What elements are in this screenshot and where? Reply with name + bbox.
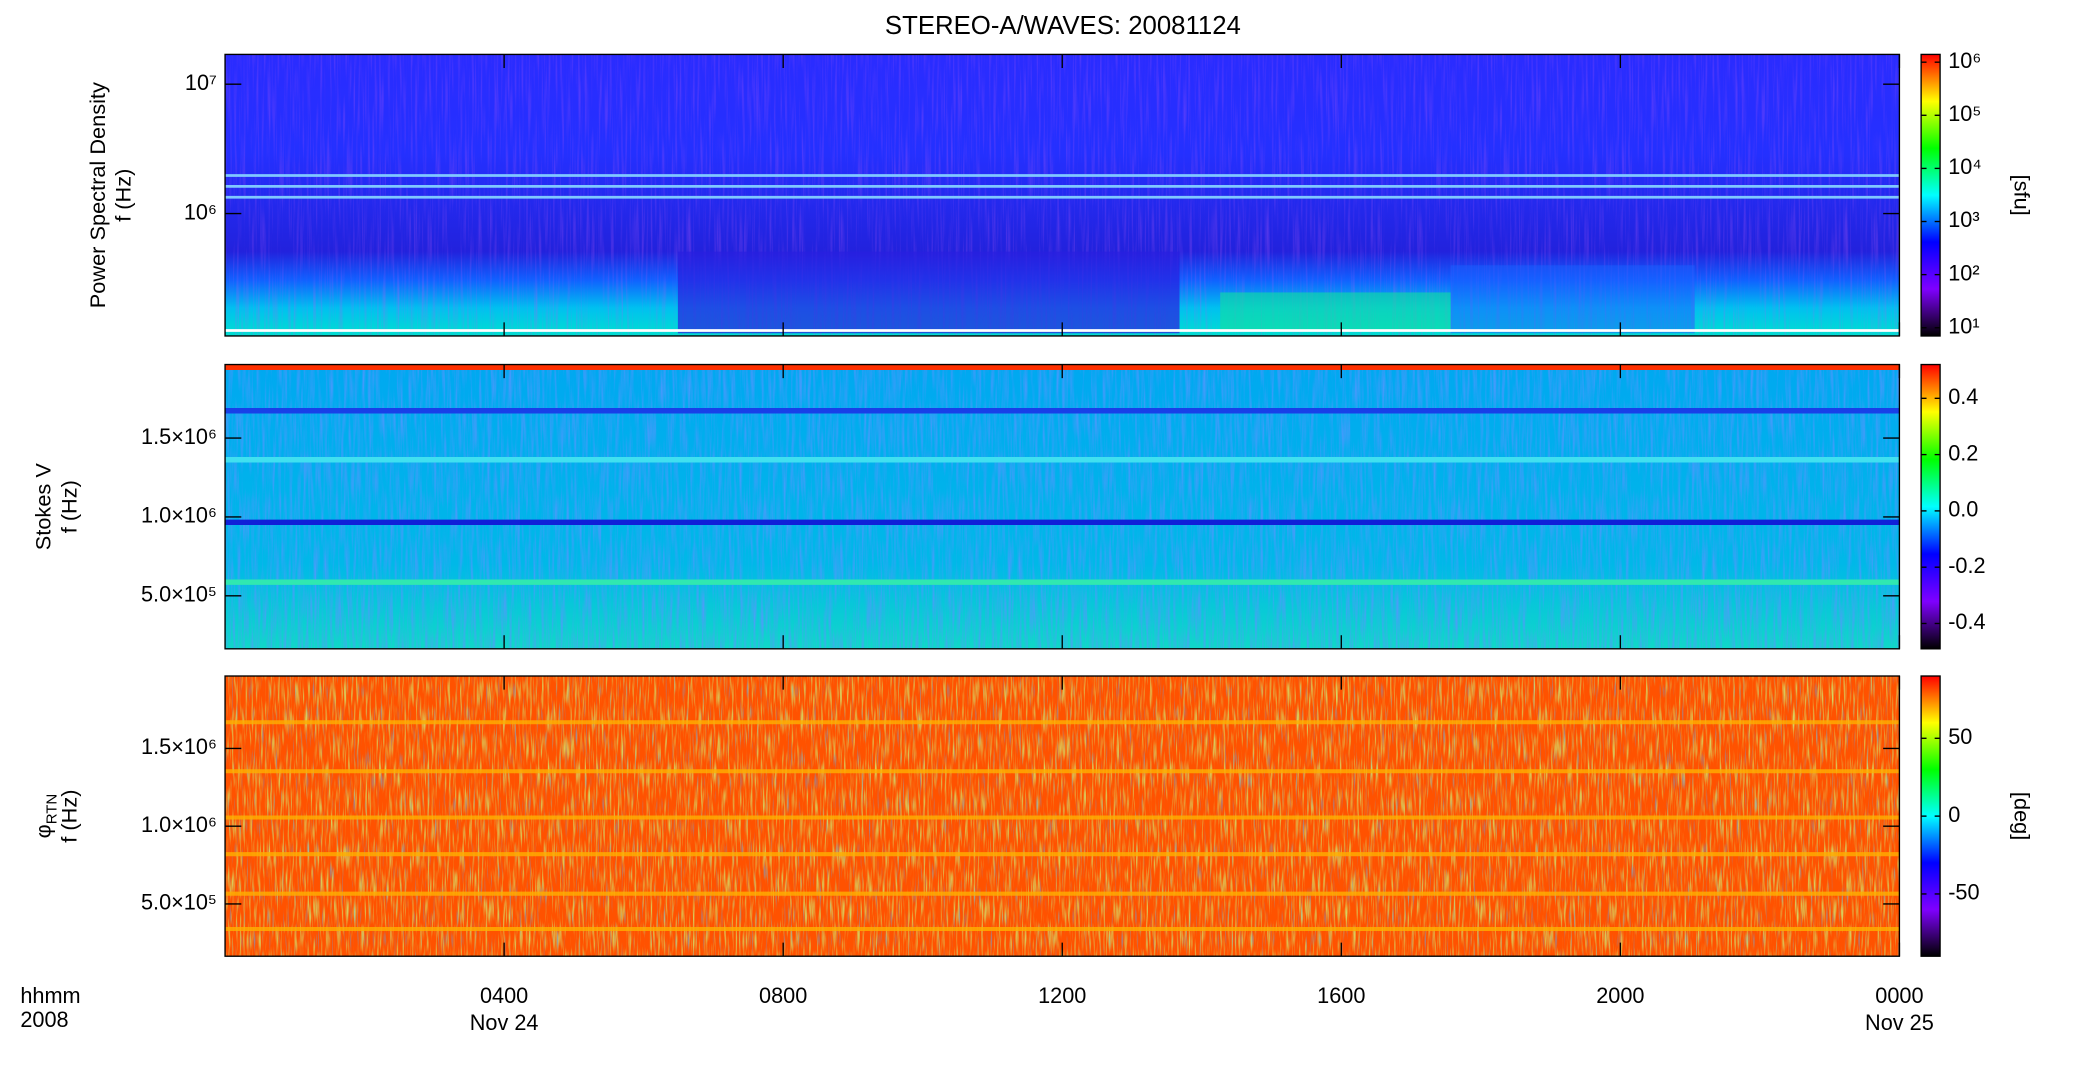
colorbar-tick-label: 10¹ bbox=[1948, 313, 1979, 338]
colorbar bbox=[1920, 53, 1941, 337]
heatmap-1 bbox=[225, 54, 1900, 336]
y-tick-label: 1.5×10⁶ bbox=[141, 424, 217, 449]
y-axis-label: Power Spectral Density bbox=[85, 82, 110, 308]
x-tick-label: 0000 bbox=[1875, 983, 1923, 1008]
x-axis-label: 2008 bbox=[20, 1007, 68, 1032]
colorbar-tick-label: 50 bbox=[1948, 724, 1972, 749]
y-tick-label: 1.5×10⁶ bbox=[141, 734, 217, 759]
heatmap-region bbox=[1220, 292, 1451, 331]
heatmap-region bbox=[677, 251, 1180, 334]
y-axis-label: f (Hz) bbox=[110, 169, 135, 222]
y-tick-label: 5.0×10⁵ bbox=[141, 582, 217, 607]
y-axis-label-text: φ bbox=[30, 824, 55, 838]
colorbar-tick-label: 10³ bbox=[1948, 207, 1979, 232]
y-tick-label: 5.0×10⁵ bbox=[141, 890, 217, 915]
x-tick-label: 2000 bbox=[1596, 983, 1644, 1008]
x-tick-label: 1600 bbox=[1317, 983, 1365, 1008]
colorbar bbox=[1920, 363, 1941, 650]
colorbar-tick-label: 10⁵ bbox=[1948, 101, 1981, 126]
colorbar-tick-label: 10² bbox=[1948, 260, 1979, 285]
colorbar-tick-label: 10⁶ bbox=[1948, 48, 1981, 73]
x-axis-label: hhmm bbox=[20, 983, 80, 1008]
y-tick-label: 1.0×10⁶ bbox=[141, 503, 217, 528]
y-axis-label-text: f (Hz) bbox=[56, 790, 81, 843]
colorbar-tick-label: -0.2 bbox=[1948, 553, 1985, 578]
y-axis-label-subscript: RTN bbox=[44, 794, 61, 824]
y-axis-label: Stokes V bbox=[30, 463, 55, 551]
y-axis-label: f (Hz) bbox=[56, 480, 81, 533]
x-tick-label: 0800 bbox=[759, 983, 807, 1008]
y-axis-label-text: Stokes V bbox=[30, 463, 55, 551]
stripes bbox=[225, 408, 1900, 585]
y-tick-label: 10⁶ bbox=[184, 199, 217, 224]
x-tick-date: Nov 24 bbox=[470, 1010, 539, 1035]
heatmap-region bbox=[1450, 265, 1695, 334]
heatmap-3 bbox=[225, 676, 1900, 957]
y-axis-label-text: f (Hz) bbox=[56, 480, 81, 533]
colorbar-tick-label: 10⁴ bbox=[1948, 154, 1981, 179]
colorbar-tick-label: -0.4 bbox=[1948, 609, 1985, 634]
stripes bbox=[225, 720, 1900, 932]
heatmap-2 bbox=[225, 364, 1900, 649]
colorbar-label: [sfu] bbox=[2009, 175, 2034, 216]
colorbar-tick-label: 0.2 bbox=[1948, 440, 1978, 465]
colorbar-label: [deg] bbox=[2009, 792, 2034, 840]
colorbar-tick-label: -50 bbox=[1948, 880, 1979, 905]
y-axis-label-text: f (Hz) bbox=[110, 169, 135, 222]
x-tick-date: Nov 25 bbox=[1865, 1010, 1934, 1035]
colorbar-tick-label: 0.4 bbox=[1948, 384, 1978, 409]
chart-title: STEREO-A/WAVES: 20081124 bbox=[885, 12, 1241, 40]
x-tick-label: 1200 bbox=[1038, 983, 1086, 1008]
x-tick-label: 0400 bbox=[480, 983, 528, 1008]
colorbar-tick-label: 0 bbox=[1948, 802, 1960, 827]
heatmap-texture bbox=[225, 364, 1900, 649]
y-tick-label: 10⁷ bbox=[185, 70, 217, 95]
y-axis-label-text: Power Spectral Density bbox=[85, 82, 110, 308]
colorbar-tick-label: 0.0 bbox=[1948, 497, 1978, 522]
y-axis-label: φRTN bbox=[30, 794, 61, 839]
y-tick-label: 1.0×10⁶ bbox=[141, 812, 217, 837]
y-axis-label: f (Hz) bbox=[56, 790, 81, 843]
